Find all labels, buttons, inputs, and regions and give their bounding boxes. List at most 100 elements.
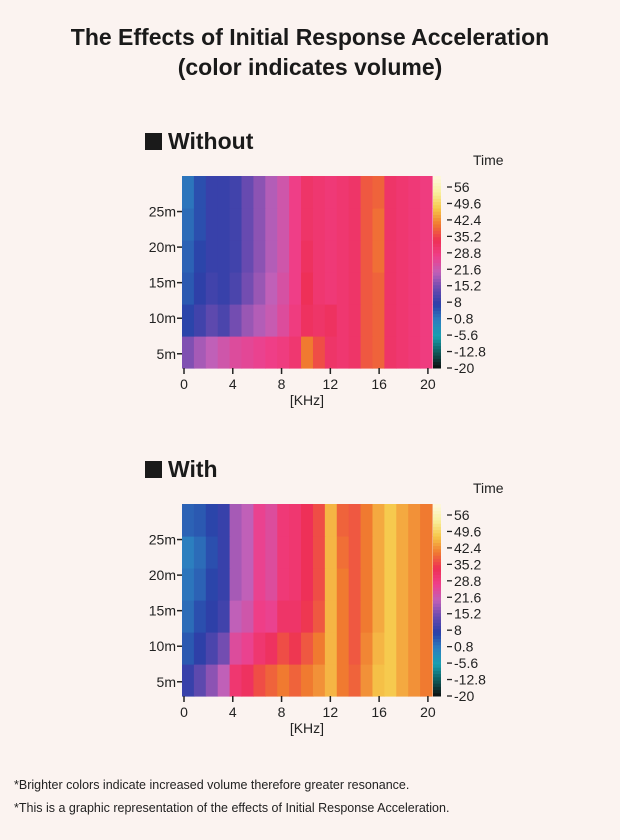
heatmap-cell bbox=[384, 336, 397, 369]
colorbar-segment bbox=[433, 291, 441, 295]
heatmap-cell bbox=[265, 600, 278, 633]
heatmap-cell bbox=[336, 536, 350, 569]
colorbar-segment bbox=[433, 571, 441, 575]
colorbar-segment bbox=[433, 612, 441, 617]
heatmap-cell bbox=[253, 568, 266, 601]
heatmap-cell bbox=[408, 504, 421, 537]
colorbar-segment bbox=[433, 310, 441, 315]
colorbar-segment bbox=[433, 648, 441, 652]
heatmap-cell bbox=[182, 600, 195, 633]
heatmap-cell bbox=[217, 240, 231, 273]
heatmap-cell bbox=[217, 632, 231, 665]
heatmap-cell bbox=[301, 568, 314, 601]
heatmap-cell bbox=[312, 272, 326, 305]
colorbar-segment bbox=[433, 243, 441, 247]
heatmap-cell bbox=[312, 568, 326, 601]
heatmap-cell bbox=[312, 336, 326, 369]
heatmap-cell bbox=[372, 664, 385, 697]
colorbar-segment bbox=[433, 552, 441, 556]
colorbar-segment bbox=[433, 587, 441, 591]
colorbar-tick-label: 35.2 bbox=[454, 556, 481, 572]
heatmap-cell bbox=[360, 304, 374, 337]
heatmap-cell bbox=[360, 504, 374, 537]
colorbar-tick-label: -20 bbox=[454, 688, 474, 704]
heatmap-cell bbox=[253, 176, 266, 209]
heatmap-cell bbox=[229, 568, 243, 601]
heatmap-cell bbox=[289, 600, 302, 633]
square-bullet-icon bbox=[145, 133, 162, 150]
colorbar-segment bbox=[433, 654, 441, 659]
heatmap-cell bbox=[193, 208, 207, 241]
heatmap-cell bbox=[348, 664, 362, 697]
heatmap-cell bbox=[384, 240, 397, 273]
colorbar-segment bbox=[433, 198, 441, 203]
colorbar-segment bbox=[433, 240, 441, 244]
heatmap-cell bbox=[289, 632, 302, 665]
heatmap-cell bbox=[324, 304, 338, 337]
heatmap-cell bbox=[265, 632, 278, 665]
colorbar-segment bbox=[433, 348, 441, 353]
colorbar-segment bbox=[433, 673, 441, 678]
heatmap-cell bbox=[253, 664, 266, 697]
colorbar-segment bbox=[433, 281, 441, 286]
heatmap-cell bbox=[420, 336, 433, 369]
title-line-1: The Effects of Initial Response Accelera… bbox=[70, 24, 550, 50]
heatmap-cell bbox=[229, 240, 243, 273]
heatmap-cell bbox=[360, 568, 374, 601]
heatmap-cell bbox=[301, 240, 314, 273]
heatmap-cell bbox=[420, 240, 433, 273]
heatmap-cell bbox=[336, 272, 350, 305]
heatmap-cell bbox=[360, 536, 374, 569]
colorbar-segment bbox=[433, 275, 441, 279]
colorbar-segment bbox=[433, 262, 441, 267]
colorbar-segment bbox=[433, 284, 441, 289]
heatmap-cell bbox=[301, 536, 314, 569]
heatmap-cell bbox=[217, 664, 231, 697]
heatmap-cell bbox=[360, 336, 374, 369]
heatmap-cell bbox=[253, 208, 266, 241]
heatmap-cell bbox=[241, 304, 255, 337]
heatmap-cell bbox=[241, 632, 255, 665]
heatmap-cell bbox=[229, 176, 243, 209]
colorbar-segment bbox=[433, 208, 441, 212]
heatmap-cell bbox=[301, 664, 314, 697]
heatmap-cell bbox=[205, 208, 219, 241]
colorbar-segment bbox=[433, 236, 441, 241]
heatmap-cell bbox=[193, 536, 207, 569]
heatmap-cell bbox=[217, 176, 231, 209]
heatmap-with: 5649.642.435.228.821.615.280.8-5.6-12.8-… bbox=[149, 480, 504, 736]
heatmap-cell bbox=[324, 336, 338, 369]
heatmap-cell bbox=[348, 632, 362, 665]
heatmap-cell bbox=[408, 568, 421, 601]
heatmap-cell bbox=[193, 504, 207, 537]
heatmap-cell bbox=[182, 336, 195, 369]
colorbar-segment bbox=[433, 233, 441, 238]
y-tick-label: 25m bbox=[149, 532, 176, 548]
heatmap-cell bbox=[384, 272, 397, 305]
heatmap-cell bbox=[396, 272, 409, 305]
y-tick-label: 20m bbox=[149, 239, 176, 255]
colorbar-segment bbox=[433, 297, 441, 302]
colorbar-tick-label: 49.6 bbox=[454, 195, 481, 211]
y-tick-label: 25m bbox=[149, 204, 176, 220]
heatmap-cell bbox=[348, 208, 362, 241]
colorbar-tick-label: -5.6 bbox=[454, 327, 478, 343]
colorbar-segment bbox=[433, 516, 441, 521]
heatmap-cell bbox=[312, 536, 326, 569]
heatmap-cell bbox=[408, 600, 421, 633]
heatmap-cell bbox=[408, 208, 421, 241]
colorbar-segment bbox=[433, 329, 441, 334]
title-line-2: (color indicates volume) bbox=[177, 54, 443, 80]
x-axis-label: [KHz] bbox=[290, 392, 324, 408]
heatmap-cell bbox=[182, 568, 195, 601]
heatmap-cell bbox=[205, 664, 219, 697]
heatmap-cell bbox=[324, 632, 338, 665]
colorbar-segment bbox=[433, 185, 441, 190]
colorbar-segment bbox=[433, 182, 441, 187]
heatmap-cell bbox=[253, 600, 266, 633]
heatmap-cell bbox=[289, 208, 302, 241]
colorbar-segment bbox=[433, 265, 441, 270]
colorbar-segment bbox=[433, 326, 441, 331]
heatmap-cell bbox=[265, 304, 278, 337]
heatmap-cell bbox=[182, 632, 195, 665]
